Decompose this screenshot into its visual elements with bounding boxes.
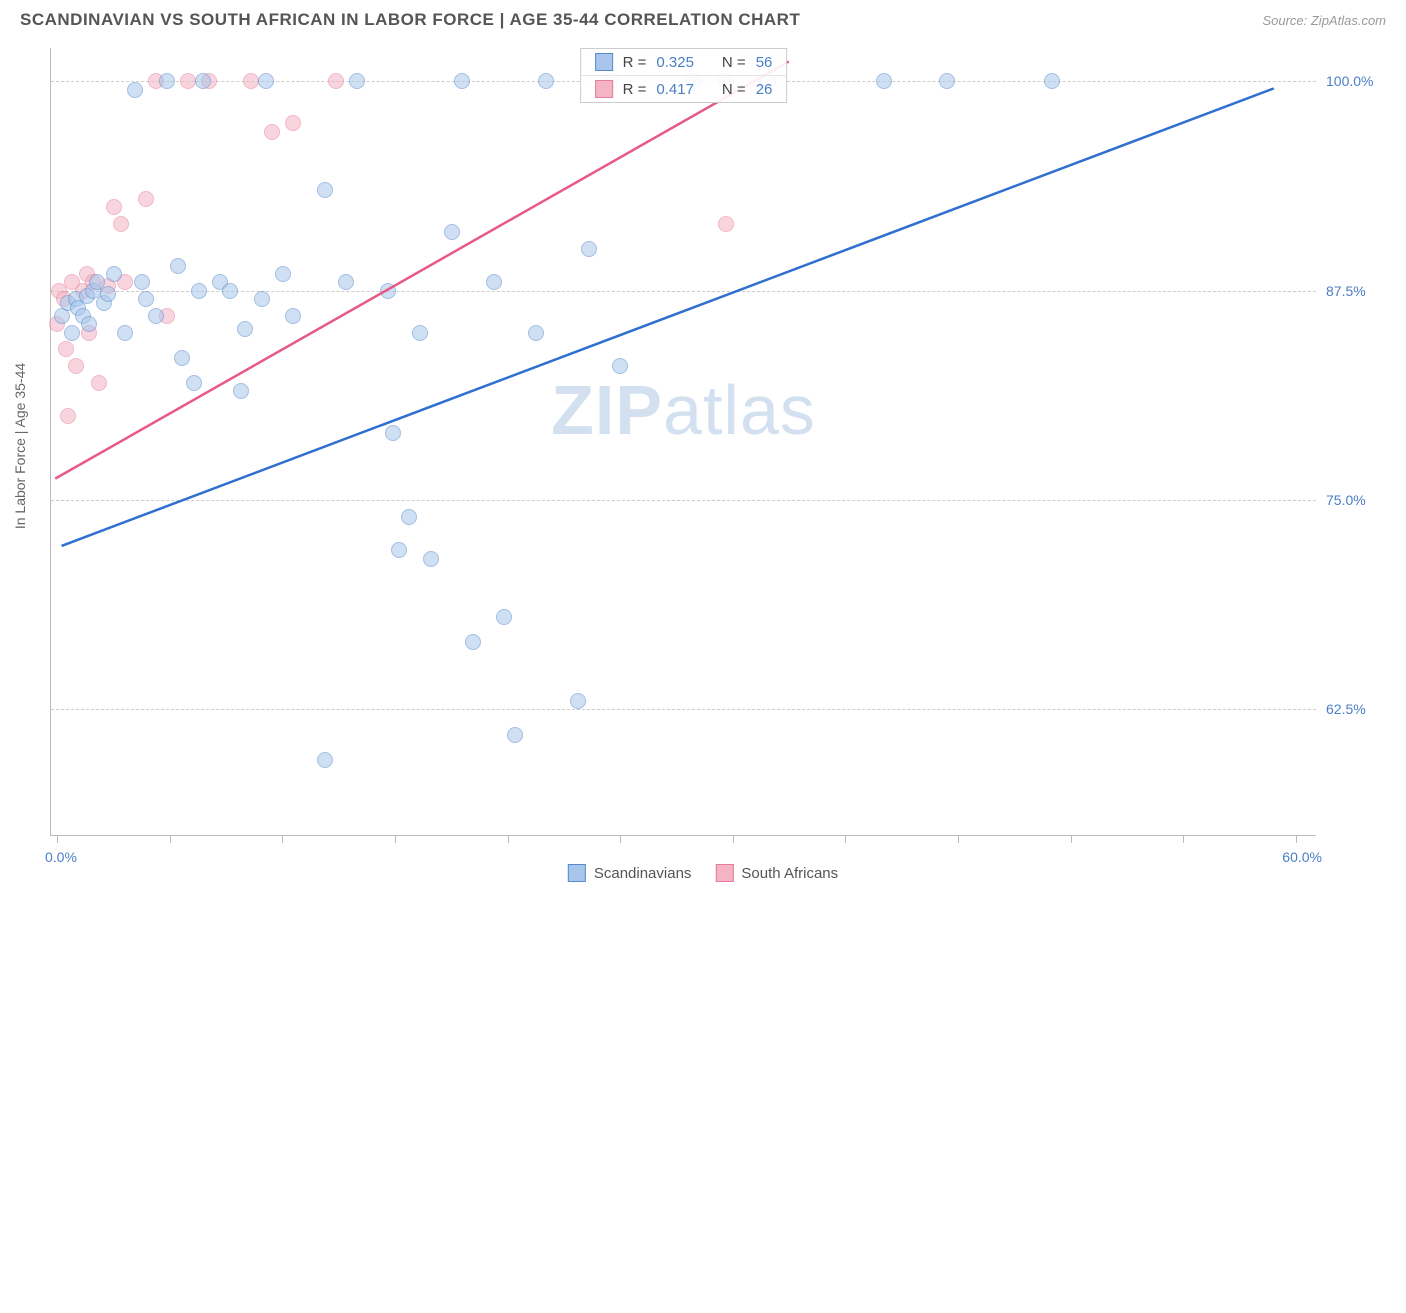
chart-plot-area: 62.5%75.0%87.5%100.0% ZIPatlas R = 0.325… (50, 48, 1316, 836)
swatch-scandinavians (595, 53, 613, 71)
swatch-south-africans (595, 80, 613, 98)
x-axis-min: 0.0% (45, 849, 77, 865)
y-tick-label: 62.5% (1326, 701, 1396, 717)
r-value: 0.325 (656, 54, 694, 71)
swatch-scandinavians (568, 864, 586, 882)
series-legend: Scandinavians South Africans (568, 864, 838, 882)
r-value: 0.417 (656, 81, 694, 98)
n-value: 56 (756, 54, 773, 71)
n-value: 26 (756, 81, 773, 98)
chart-title: SCANDINAVIAN VS SOUTH AFRICAN IN LABOR F… (20, 10, 800, 30)
r-label: R = (623, 81, 647, 98)
legend-label: Scandinavians (594, 865, 692, 882)
trend-lines (51, 48, 1316, 1313)
n-label: N = (722, 81, 746, 98)
source-label: Source: ZipAtlas.com (1262, 13, 1386, 28)
y-tick-label: 75.0% (1326, 492, 1396, 508)
x-axis-max: 60.0% (1282, 849, 1322, 865)
y-tick-label: 100.0% (1326, 73, 1396, 89)
legend-row-south-africans: R = 0.417 N = 26 (581, 75, 787, 102)
r-label: R = (623, 54, 647, 71)
swatch-south-africans (715, 864, 733, 882)
y-tick-label: 87.5% (1326, 283, 1396, 299)
legend-item-south-africans: South Africans (715, 864, 838, 882)
legend-row-scandinavians: R = 0.325 N = 56 (581, 49, 787, 75)
legend-label: South Africans (741, 865, 838, 882)
y-axis-label: In Labor Force | Age 35-44 (12, 363, 28, 529)
correlation-legend: R = 0.325 N = 56 R = 0.417 N = 26 (580, 48, 788, 103)
n-label: N = (722, 54, 746, 71)
legend-item-scandinavians: Scandinavians (568, 864, 692, 882)
